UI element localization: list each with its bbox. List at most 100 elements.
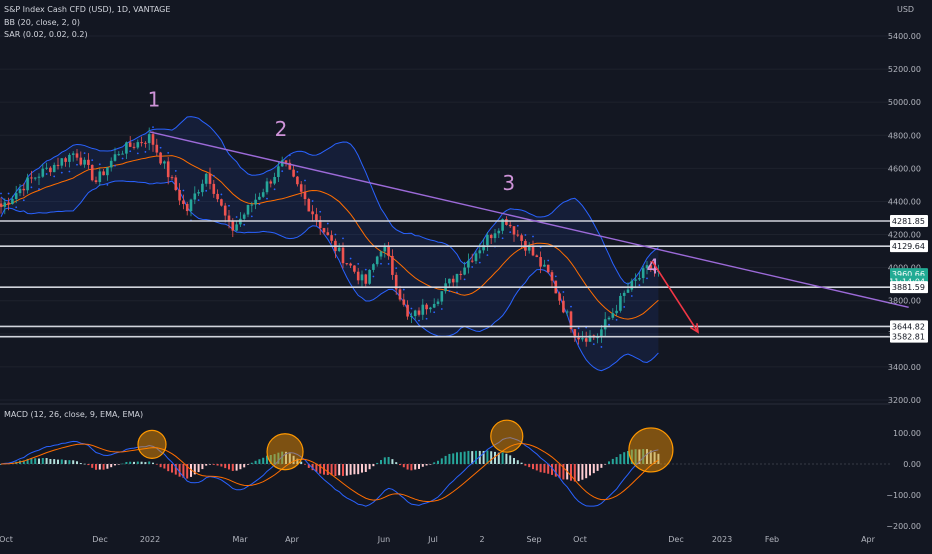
sar-dot [144, 151, 147, 153]
macd-histogram-bar [630, 449, 633, 464]
candle-body [68, 154, 71, 162]
candle-body [3, 202, 7, 207]
macd-histogram-bar [391, 459, 394, 464]
sar-dot [486, 254, 489, 257]
macd-histogram-bar [406, 464, 409, 470]
forecast-arrow-head [689, 323, 700, 334]
macd-histogram-bar [72, 460, 75, 464]
bb-legend[interactable]: BB (20, close, 2, 0) [4, 18, 80, 27]
macd-histogram-bar [604, 464, 607, 465]
candle-body [231, 221, 235, 231]
candle-body [90, 164, 94, 181]
macd-histogram-bar [155, 464, 158, 465]
candle-body [611, 313, 615, 318]
candle-body [174, 177, 178, 190]
time-axis-label: 2022 [140, 535, 160, 544]
level-price-badge: 4129.64 [892, 242, 925, 251]
macd-histogram-bar [448, 453, 451, 464]
candle-body [406, 304, 409, 317]
sar-dot [592, 343, 595, 346]
macd-histogram-bar [383, 457, 386, 464]
macd-histogram-bar [30, 458, 33, 464]
macd-legend[interactable]: MACD (12, 26, close, 9, EMA, EMA) [4, 410, 144, 419]
macd-histogram-bar [292, 455, 295, 464]
time-axis-label: Dec [668, 535, 683, 544]
macd-histogram-bar [247, 464, 249, 465]
macd-histogram-bar [190, 464, 192, 477]
macd-histogram-bar [482, 450, 485, 464]
candle-body [451, 278, 455, 283]
candle-body [505, 219, 508, 225]
candle-body [83, 159, 86, 165]
macd-histogram-bar [429, 464, 432, 465]
descending-trendline [149, 131, 909, 309]
candle-body [436, 301, 440, 304]
candle-body [569, 311, 573, 330]
candle-body [486, 234, 489, 246]
macd-histogram-bar [197, 464, 200, 473]
bollinger-lower-band [0, 180, 659, 372]
macd-histogram-bar [380, 460, 382, 464]
chart-title[interactable]: S&P Index Cash CFD (USD), 1D, VANTAGE [4, 5, 171, 14]
macd-histogram-bar [163, 464, 166, 469]
candle-body [0, 203, 3, 207]
macd-histogram-bar [402, 464, 405, 468]
candle-body [14, 193, 18, 200]
time-axis-label: Sep [526, 535, 541, 544]
sar-dot [76, 163, 78, 166]
sar-dot [197, 199, 200, 202]
macd-histogram-bar [311, 464, 314, 471]
candle-body [189, 199, 193, 212]
candle-body [543, 264, 546, 267]
level-price-badge: 4281.85 [892, 217, 925, 226]
macd-axis-label: 0.00 [903, 460, 921, 469]
candle-body [178, 189, 181, 201]
price-axis-label: 4200.00 [888, 231, 921, 240]
candle-body [280, 160, 284, 167]
macd-histogram-bar [102, 464, 105, 470]
price-axis-label: 3200.00 [888, 396, 921, 405]
candle-body [216, 193, 219, 200]
macd-histogram-bar [516, 460, 519, 464]
sar-dot [463, 278, 466, 281]
macd-histogram-bar [186, 464, 189, 479]
candle-body [463, 267, 466, 275]
sar-dot [129, 150, 132, 153]
candle-body [94, 180, 98, 183]
macd-histogram-bar [220, 464, 223, 467]
candle-body [315, 214, 318, 221]
macd-histogram-bar [129, 461, 132, 464]
candle-body [212, 183, 216, 194]
sar-dot [311, 200, 314, 202]
bollinger-band-fill [1, 116, 659, 371]
sar-dot [410, 307, 413, 310]
candle-body [330, 235, 333, 241]
sar-dot [630, 295, 633, 297]
sar-dot [68, 170, 71, 173]
candle-body [615, 310, 618, 314]
macd-histogram-bar [562, 464, 565, 480]
candle-body [600, 329, 603, 338]
candle-body [410, 316, 413, 318]
level-price-badge-bg [890, 330, 928, 343]
macd-histogram-bar [64, 460, 67, 464]
sar-legend[interactable]: SAR (0.02, 0.02, 0.2) [4, 30, 88, 39]
sar-dot [433, 311, 436, 314]
sar-dot [30, 186, 33, 189]
macd-histogram-bar [657, 453, 660, 464]
sar-dot [608, 323, 610, 326]
candle-body [258, 196, 261, 200]
candle-body [584, 338, 588, 342]
candle-body [52, 164, 56, 173]
candle-body [163, 161, 166, 164]
candle-body [353, 265, 356, 272]
macd-histogram-bar [152, 462, 154, 464]
macd-histogram-bar [615, 457, 618, 464]
time-axis-label: Feb [765, 535, 779, 544]
candle-body [227, 215, 231, 222]
sar-dot [448, 290, 451, 293]
candle-body [223, 205, 227, 216]
macd-peak-highlight [266, 433, 304, 471]
sar-dot [136, 152, 139, 155]
